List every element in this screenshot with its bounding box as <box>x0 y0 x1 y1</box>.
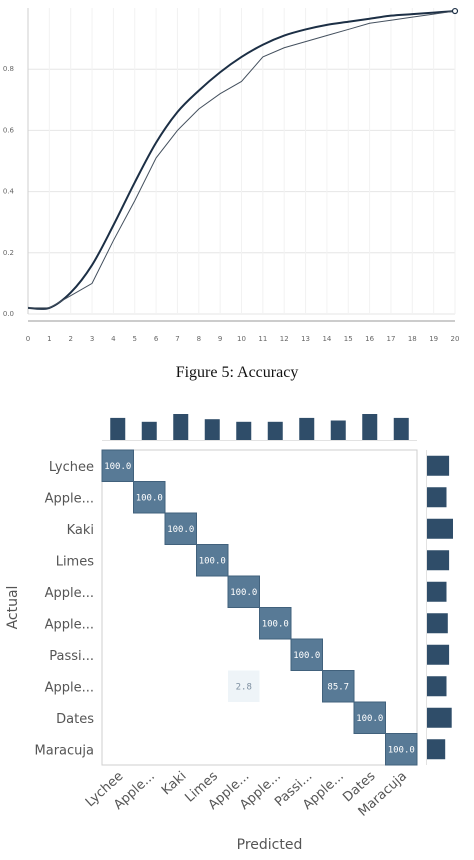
matrix-cell <box>164 512 197 545</box>
column-total-bar <box>267 421 283 440</box>
cell-value-label: 85.7 <box>327 682 349 692</box>
row-label: Passi... <box>49 649 94 664</box>
y-tick-label: 0.4 <box>3 188 15 196</box>
row-total-bar <box>427 676 447 697</box>
row-label: Apple... <box>45 491 94 506</box>
x-tick-label: 11 <box>258 335 267 343</box>
x-tick-label: 16 <box>365 335 374 343</box>
x-tick-label: 10 <box>237 335 246 343</box>
row-total-bar <box>427 581 447 602</box>
row-total-bar <box>427 518 453 539</box>
row-label: Kaki <box>67 523 94 538</box>
column-total-bar <box>393 417 409 440</box>
row-label: Maracuja <box>35 743 94 758</box>
matrix-cell <box>322 670 355 703</box>
series-line-1 <box>27 10 456 311</box>
column-total-bar <box>110 417 126 440</box>
y-tick-label: 0.6 <box>3 126 15 134</box>
cell-value-label: 100.0 <box>230 588 257 598</box>
cell-value-label: 2.8 <box>236 682 252 692</box>
cell-value-label: 100.0 <box>388 745 415 755</box>
x-tick-label: 15 <box>344 335 353 343</box>
cell-value-label: 100.0 <box>199 556 226 566</box>
row-label: Limes <box>56 554 95 569</box>
x-tick-label: 7 <box>175 335 179 343</box>
x-tick-label: 5 <box>133 335 137 343</box>
cell-value-label: 100.0 <box>167 525 194 535</box>
x-tick-label: 8 <box>197 335 201 343</box>
matrix-frame <box>101 449 418 766</box>
cell-value-label: 100.0 <box>356 714 383 724</box>
column-total-bar <box>299 417 315 440</box>
x-tick-label: 19 <box>429 335 438 343</box>
y-tick-label: 0.8 <box>3 65 14 73</box>
x-tick-label: 1 <box>47 335 51 343</box>
row-total-bar <box>427 644 450 665</box>
x-tick-label: 17 <box>386 335 395 343</box>
row-label: Apple... <box>45 617 94 632</box>
cell-value-label: 100.0 <box>293 651 320 661</box>
x-tick-label: 14 <box>322 335 331 343</box>
matrix-cell <box>101 449 134 482</box>
matrix-cell <box>227 575 260 608</box>
matrix-cell <box>133 481 166 514</box>
x-tick-label: 13 <box>301 335 310 343</box>
row-total-bar <box>427 487 447 508</box>
row-total-bar <box>427 739 446 760</box>
row-label: Apple... <box>45 680 94 695</box>
y-tick-label: 0.0 <box>3 310 14 318</box>
row-label: Dates <box>56 712 94 727</box>
column-total-bar <box>141 421 157 440</box>
row-label: Lychee <box>49 460 94 475</box>
x-tick-label: 6 <box>154 335 159 343</box>
matrix-cell <box>259 607 292 640</box>
matrix-cell <box>196 544 229 577</box>
row-total-bar <box>427 550 450 571</box>
matrix-cell <box>228 670 260 702</box>
matrix-cell <box>290 638 323 671</box>
figure-caption: Figure 5: Accuracy <box>175 364 299 381</box>
matrix-cell <box>385 733 418 766</box>
x-tick-label: 18 <box>408 335 417 343</box>
column-total-bar <box>236 421 252 440</box>
x-axis-title: Predicted <box>237 837 303 853</box>
series-end-marker <box>451 7 459 15</box>
y-tick-label: 0.2 <box>3 249 14 257</box>
row-total-bar <box>427 455 450 476</box>
x-tick-label: 20 <box>451 335 460 343</box>
column-total-bar <box>204 419 220 440</box>
column-total-bar <box>362 414 378 440</box>
x-tick-label: 0 <box>26 335 30 343</box>
accuracy-line-chart: 0.00.20.40.60.80 1 2 3 4 5 6 7 8 9 10 11 12 13 14 15 16 1… <box>3 7 460 343</box>
x-tick-label: 3 <box>90 335 94 343</box>
x-tick-label: 12 <box>280 335 289 343</box>
x-tick-label: 2 <box>68 335 72 343</box>
cell-value-label: 100.0 <box>104 462 131 472</box>
row-total-bar <box>427 707 452 728</box>
confusion-matrix-chart: 100.0 100.0 100.0 100.0 100.0 100.0 100.0 2.8 85… <box>5 414 453 853</box>
y-axis-title: Actual <box>5 586 21 630</box>
row-label: Apple... <box>45 586 94 601</box>
x-tick-label: 4 <box>111 335 116 343</box>
cell-value-label: 100.0 <box>262 619 289 629</box>
column-total-bar <box>330 420 346 440</box>
column-total-bar <box>173 414 189 440</box>
row-total-bar <box>427 613 448 634</box>
cell-value-label: 100.0 <box>136 493 163 503</box>
x-tick-label: 9 <box>218 335 222 343</box>
matrix-cell <box>353 701 386 734</box>
series-line-2 <box>28 10 456 309</box>
